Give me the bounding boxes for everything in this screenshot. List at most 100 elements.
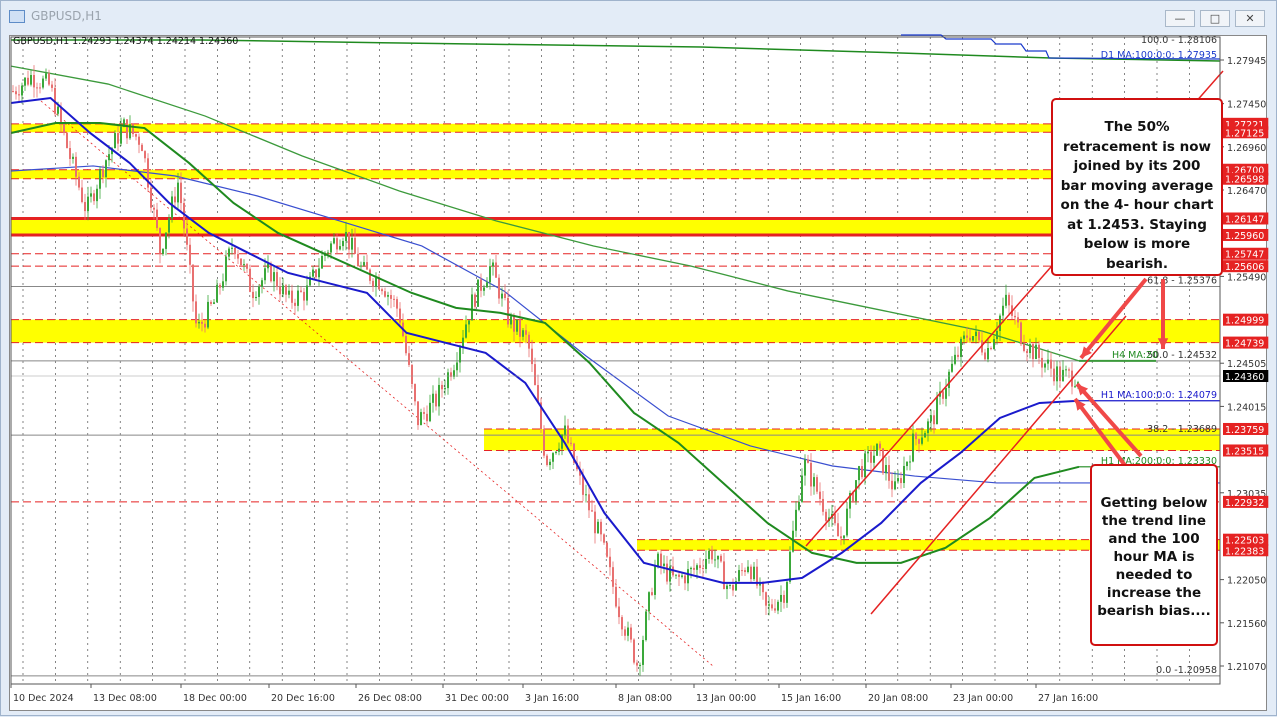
candle-body (126, 119, 128, 139)
candle-body (438, 384, 440, 407)
candle-body (561, 434, 563, 449)
support-resistance-zone (484, 428, 1220, 451)
level-price-label: 1.25747 (1225, 250, 1264, 261)
candle-body (924, 433, 926, 438)
candle-body (45, 73, 47, 79)
candle-body (630, 627, 632, 640)
candle-body (204, 323, 206, 328)
level-price-label-bg (1223, 422, 1269, 435)
candle-body (684, 575, 686, 584)
level-price-label-bg (1223, 544, 1269, 557)
candle-body (132, 124, 134, 135)
candle-body (552, 453, 554, 462)
candle-body (135, 134, 137, 137)
level-price-label-bg (1223, 172, 1269, 185)
candle-body (153, 207, 155, 210)
candle-body (1002, 305, 1004, 316)
candle-body (711, 550, 713, 560)
candle-body (906, 461, 908, 467)
candle-body (342, 240, 344, 247)
level-price-label-bg (1223, 212, 1269, 225)
candle-body (984, 352, 986, 360)
y-tick-label: 1.26470 (1227, 186, 1266, 197)
candle-body (948, 371, 950, 389)
candle-body (525, 330, 527, 335)
level-price-label-bg (1223, 313, 1269, 326)
candle-body (1035, 344, 1037, 360)
candle-body (930, 415, 932, 422)
candle-body (213, 302, 215, 304)
candle-body (456, 362, 458, 371)
y-tick-label: 1.24015 (1227, 402, 1266, 413)
candle-body (354, 237, 356, 254)
candle-body (363, 262, 365, 266)
candle-body (114, 133, 116, 149)
candle-body (606, 542, 608, 557)
candle-body (24, 77, 26, 86)
candle-body (651, 592, 653, 595)
level-price-label: 1.26147 (1225, 214, 1264, 225)
candle-body (186, 228, 188, 245)
y-tick-label: 1.23035 (1227, 489, 1266, 500)
close-button[interactable]: ✕ (1235, 10, 1265, 27)
candle-body (477, 279, 479, 307)
candle-body (600, 521, 602, 535)
annotation-arrow (1075, 382, 1143, 458)
candle-body (732, 585, 734, 591)
candle-body (990, 348, 992, 350)
candle-body (771, 604, 773, 609)
candle-body (198, 321, 200, 324)
candle-body (702, 567, 704, 569)
ohlc-header: GBPUSD,H1 1.24293 1.24374 1.24214 1.2436… (13, 36, 239, 47)
candle-body (624, 629, 626, 636)
candle-body (150, 187, 152, 208)
candle-body (141, 144, 143, 152)
candle-body (717, 555, 719, 560)
candle-body (501, 293, 503, 299)
candle-body (78, 176, 80, 188)
candle-body (519, 319, 521, 337)
candle-body (627, 627, 629, 636)
candle-body (288, 290, 290, 295)
candle-body (1053, 368, 1055, 382)
candle-body (444, 388, 446, 390)
candle-body (798, 501, 800, 510)
candle-body (540, 402, 542, 430)
candle-body (555, 451, 557, 454)
candle-body (66, 132, 68, 149)
y-tick-label: 1.21560 (1227, 619, 1266, 630)
candle-body (573, 443, 575, 463)
candle-body (903, 466, 905, 484)
candle-body (303, 291, 305, 301)
candle-body (333, 238, 335, 244)
level-price-label: 1.24999 (1225, 316, 1264, 327)
candle-body (222, 281, 224, 288)
candle-body (441, 384, 443, 390)
candle-body (156, 209, 158, 229)
candle-body (597, 521, 599, 534)
candle-body (699, 565, 701, 568)
candle-body (837, 523, 839, 537)
candle-body (639, 664, 641, 666)
candle-body (1062, 369, 1064, 382)
candle-body (195, 301, 197, 324)
candle-body (852, 492, 854, 502)
candle-body (264, 268, 266, 281)
candle-body (480, 279, 482, 291)
candle-body (648, 592, 650, 612)
level-price-label: 1.24739 (1225, 339, 1264, 350)
minimize-button[interactable]: — (1165, 10, 1195, 27)
y-tick-label: 1.26960 (1227, 143, 1266, 154)
candle-body (285, 285, 287, 295)
arrowhead-icon (1081, 346, 1092, 358)
restore-button[interactable]: □ (1200, 10, 1230, 27)
channel-base (806, 546, 871, 614)
candle-body (585, 494, 587, 496)
candle-body (897, 478, 899, 482)
candle-body (105, 160, 107, 178)
candle-body (750, 566, 752, 580)
candle-body (753, 566, 755, 580)
x-tick-label: 13 Jan 00:00 (696, 693, 756, 704)
candle-body (201, 321, 203, 324)
candle-body (72, 156, 74, 159)
